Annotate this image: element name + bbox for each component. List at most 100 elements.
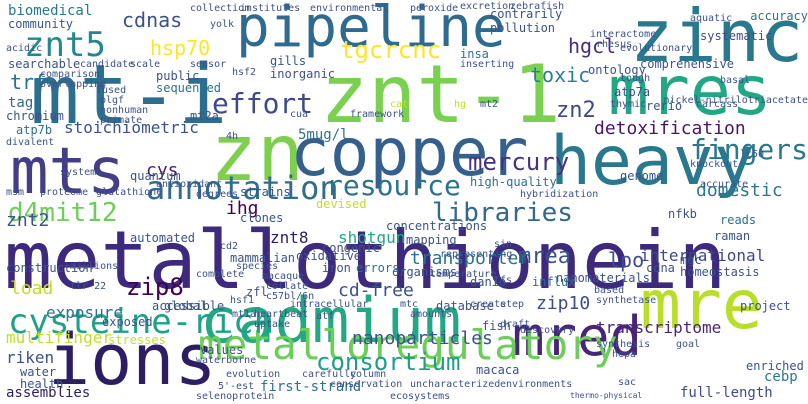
word-libraries: libraries <box>432 198 573 228</box>
word-stoichiometric: stoichiometric <box>64 118 199 137</box>
word-public: public <box>156 69 200 83</box>
word-environments: environments <box>500 379 573 390</box>
word-scale: scale <box>130 59 161 70</box>
word-load: load <box>10 278 54 299</box>
word-trf: trf <box>10 70 47 94</box>
word-mt2a: mt2a <box>190 109 219 123</box>
word-divalent: divalent <box>6 137 55 148</box>
word-mammalian: mammalian <box>230 251 296 265</box>
word-d4mit12: d4mit12 <box>8 198 118 228</box>
word-discovery: discovery <box>520 325 575 336</box>
word-zip10: zip10 <box>536 293 591 314</box>
word-mres: mres <box>608 52 772 131</box>
word-biomedical: biomedical <box>8 3 93 19</box>
word-lpo: lpo <box>608 248 645 272</box>
word-homeostasis: homeostasis <box>680 265 760 279</box>
word-fish: fish <box>482 319 511 333</box>
word-cebp: cebp <box>764 369 798 385</box>
word-plgf: plgf <box>100 95 125 106</box>
word-errors: errors <box>356 261 400 275</box>
word-goal: goal <box>676 339 701 350</box>
word-sensor: sensor <box>190 59 227 70</box>
word-congenic: congenic <box>322 241 380 255</box>
word-oxidative: oxidative <box>296 249 362 263</box>
word-temperature: temperature <box>430 269 497 280</box>
word-peroxide: peroxide <box>410 3 459 14</box>
word-accurate: accurate <box>700 179 749 190</box>
word-zebrafish: zebrafish <box>510 1 565 12</box>
word-degrees: degrees <box>196 189 239 200</box>
word-lc50: lc50 <box>740 149 765 160</box>
word-pipeline: pipeline <box>236 0 506 60</box>
word-ions: ions <box>48 319 217 401</box>
word-comparison: comparison <box>40 69 101 80</box>
word-znt2: znt2 <box>6 210 50 231</box>
word-health: health <box>20 377 64 391</box>
word-basal: basal <box>720 75 751 86</box>
word-accuracy: accuracy <box>750 9 808 23</box>
word-based: based <box>594 285 625 296</box>
word-hsf1: hsf1 <box>230 295 255 306</box>
word-step: step <box>500 299 525 310</box>
word-column: column <box>350 369 387 380</box>
word-atp7a: atp7a <box>614 85 651 99</box>
word-construction: construction <box>6 261 93 275</box>
word-cd2: cd2 <box>220 241 239 252</box>
word-candidate: candidate <box>80 59 135 70</box>
word-raman: raman <box>714 229 751 243</box>
word-mts: mts <box>10 135 126 209</box>
word-msm: msm <box>6 187 25 198</box>
word-searchable: searchable <box>8 57 81 71</box>
word-sin: sin <box>494 239 513 250</box>
word-collate: collate <box>266 281 309 292</box>
word-exposed: exposed <box>102 315 153 329</box>
word-mapping: mapping <box>406 233 457 247</box>
word-reads: reads <box>720 213 757 227</box>
word-first-strand: first-strand <box>260 379 362 395</box>
word-environmental: environmental <box>310 3 389 14</box>
word-copper: copper <box>290 114 529 191</box>
word-values: values <box>200 343 244 357</box>
word-toxic: toxic <box>530 63 591 87</box>
word-proteome: proteome <box>40 187 89 198</box>
word-collection: collection <box>190 3 251 14</box>
word-thymic: thymic <box>610 99 647 110</box>
word-thermo-physical: thermo-physical <box>570 391 643 400</box>
word-cadmium: cadmium <box>200 284 462 357</box>
word-institutes: institutes <box>240 3 301 14</box>
word-domestic: domestic <box>696 180 783 201</box>
word-inorganic: inorganic <box>270 67 336 81</box>
word-macaque: macaque <box>262 271 305 282</box>
word-sac: sac <box>618 377 637 388</box>
word-overlapping: overlapping <box>40 79 107 90</box>
word-strains: strains <box>240 185 291 199</box>
word-uptake: uptake <box>254 319 291 330</box>
word-zfl: zfl <box>246 285 268 299</box>
word-zip8: zip8 <box>126 273 184 301</box>
word-c57bl/6n: c57bl/6n <box>266 291 315 302</box>
word-cys: cys <box>146 160 179 181</box>
word-intracellular: intracellular <box>290 299 369 310</box>
word-genome: genome <box>620 169 664 183</box>
word-species: species <box>236 261 279 272</box>
word-knockout: knockout <box>690 159 739 170</box>
word-pollution: pollution <box>490 21 556 35</box>
word-annotation: annotation <box>146 169 339 207</box>
word-danio: danio <box>470 275 507 289</box>
word-mt-i: mt-i <box>30 48 228 143</box>
word-nonhuman: nonhuman <box>100 105 149 116</box>
word-zinc: zinc <box>630 0 804 78</box>
word-zn2: zn2 <box>556 98 596 123</box>
word-atf: atf <box>316 311 335 322</box>
word-gills: gills <box>270 54 307 68</box>
word-rhesus: rhesus <box>596 39 633 50</box>
word-framework: framework <box>350 109 405 120</box>
word-project: project <box>740 299 791 313</box>
word-hg: hg <box>454 99 467 110</box>
word-fused: fused <box>96 85 127 96</box>
word-cd-free: cd-free <box>338 280 414 301</box>
word-metallothionein: metallothionein <box>4 214 727 307</box>
word-consortium: consortium <box>316 348 461 376</box>
word-resource: resource <box>326 169 461 202</box>
